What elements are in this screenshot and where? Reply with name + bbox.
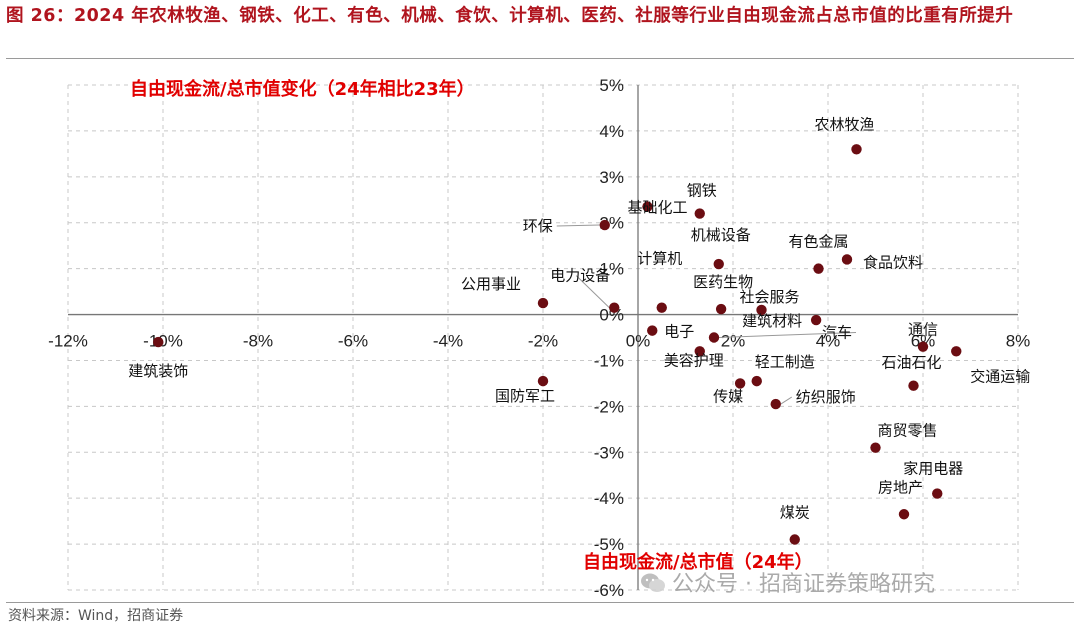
y-axis-title: 自由现金流/总市值变化（24年相比23年）: [130, 78, 475, 100]
watermark: 公众号 · 招商证券策略研究: [640, 566, 935, 598]
point-label: 交通运输: [970, 367, 1030, 385]
data-point-18: [908, 380, 919, 391]
x-tick-label: -8%: [243, 332, 273, 351]
y-tick-label: -2%: [594, 397, 624, 416]
data-point-8: [715, 303, 727, 315]
x-tick-label: 2%: [721, 332, 746, 351]
data-point-10: [537, 297, 549, 309]
data-point-13: [647, 325, 658, 336]
point-label: 社会服务: [739, 288, 799, 306]
data-point-1: [694, 208, 705, 219]
data-point-5: [813, 263, 824, 274]
point-label: 环保: [523, 217, 553, 235]
data-point-23: [537, 375, 549, 387]
data-point-11: [609, 302, 620, 313]
leader-lines: [556, 224, 857, 405]
point-label: 美容护理: [664, 351, 724, 369]
data-point-19: [951, 346, 962, 357]
point-label: 汽车: [822, 324, 852, 342]
point-label: 农林牧渔: [814, 115, 874, 133]
data-point-14: [917, 341, 929, 352]
point-label: 家用电器: [903, 460, 963, 478]
y-tick-label: -6%: [594, 581, 624, 600]
data-point-4: [713, 258, 724, 270]
data-point-15: [708, 332, 720, 343]
x-axis-title: 自由现金流/总市值（24年）: [583, 551, 813, 573]
point-label: 医药生物: [693, 273, 753, 291]
grid-lines: [67, 84, 1019, 591]
point-label: 机械设备: [691, 226, 751, 244]
point-label: 煤炭: [780, 504, 810, 522]
scatter-chart: -12%-10%-8%-6%-4%-2%0%2%4%6%8%-6%-5%-4%-…: [48, 76, 1030, 600]
data-point-20: [734, 378, 746, 389]
point-label: 传媒: [713, 387, 743, 405]
data-point-12: [810, 314, 822, 326]
point-label: 电子: [664, 323, 694, 341]
point-label: 基础化工: [627, 199, 687, 217]
data-point-27: [789, 534, 800, 545]
title-divider: [6, 58, 1074, 59]
y-tick-label: 5%: [599, 76, 624, 95]
watermark-text: 公众号 · 招商证券策略研究: [672, 572, 935, 597]
data-point-9: [756, 304, 767, 316]
data-point-3: [599, 219, 610, 231]
source-note: 资料来源：Wind，招商证券: [8, 608, 184, 624]
point-label: 有色金属: [788, 233, 848, 251]
data-point-0: [851, 144, 862, 155]
y-tick-label: 4%: [599, 122, 624, 141]
point-label: 公用事业: [461, 275, 521, 293]
x-tick-label: 4%: [816, 332, 841, 351]
data-point-17: [751, 375, 762, 387]
figure-title: 图 26：2024 年农林牧渔、钢铁、化工、有色、机械、食饮、计算机、医药、社服…: [6, 6, 1014, 26]
y-tick-label: -1%: [594, 351, 624, 370]
leader-line: [780, 396, 793, 405]
leader-line: [718, 332, 857, 338]
data-point-25: [932, 488, 943, 499]
x-tick-label: -12%: [48, 332, 88, 351]
x-tick-label: -2%: [528, 332, 558, 351]
point-labels: 农林牧渔钢铁基础化工环保机械设备 有色金属食品饮料计算机医药生物社会服务公用事业电…: [128, 115, 1030, 521]
data-points: [153, 144, 962, 545]
point-label: 商贸零售: [878, 422, 938, 440]
y-tick-label: -4%: [594, 489, 624, 508]
point-label: 纺织服饰: [796, 388, 856, 406]
axes: -12%-10%-8%-6%-4%-2%0%2%4%6%8%-6%-5%-4%-…: [48, 76, 1030, 600]
x-tick-label: -4%: [433, 332, 463, 351]
data-point-2: [642, 201, 653, 212]
data-point-6: [841, 254, 853, 265]
point-label: 通信: [908, 321, 938, 339]
point-label: 建筑材料: [742, 312, 802, 330]
data-point-21: [770, 398, 781, 410]
data-point-16: [694, 346, 705, 357]
point-label: 钢铁: [687, 182, 717, 200]
point-label: 建筑装饰: [128, 362, 188, 380]
source-divider: [6, 602, 1074, 603]
x-tick-label: -6%: [338, 332, 368, 351]
point-label: 石油石化: [881, 354, 941, 372]
y-tick-label: 1%: [599, 260, 624, 279]
leader-line: [575, 275, 610, 309]
point-label: 食品饮料: [863, 253, 923, 271]
point-label: 国防军工: [495, 387, 555, 405]
data-point-26: [898, 509, 910, 520]
data-point-24: [870, 442, 881, 453]
y-tick-label: -3%: [594, 443, 624, 462]
point-label: 计算机: [637, 250, 682, 268]
leader-line: [556, 224, 600, 227]
y-tick-label: 3%: [599, 168, 624, 187]
data-point-22: [153, 336, 164, 348]
x-tick-label: 0%: [626, 332, 651, 351]
y-tick-label: -5%: [594, 535, 624, 554]
point-label: 房地产: [878, 478, 923, 496]
point-label: 电力设备: [550, 267, 610, 285]
data-point-7: [656, 302, 667, 313]
wechat-icon: [641, 573, 665, 592]
point-label: 轻工制造: [755, 353, 815, 371]
x-tick-label: 8%: [1006, 332, 1031, 351]
x-tick-label: 6%: [911, 332, 936, 351]
